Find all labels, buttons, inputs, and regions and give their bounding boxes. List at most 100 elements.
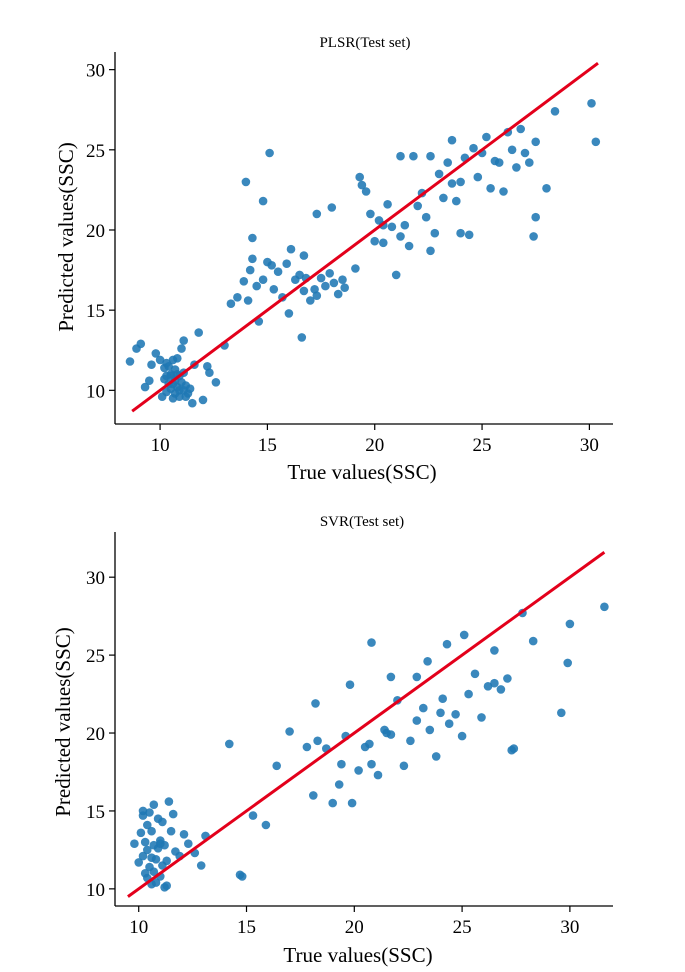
plsr-data-point bbox=[507, 145, 517, 155]
plsr-data-point bbox=[295, 270, 304, 280]
plsr-data-point bbox=[340, 283, 350, 293]
svr-x-tick-label: 20 bbox=[345, 917, 364, 938]
plsr-data-point bbox=[434, 169, 444, 179]
plsr-data-point bbox=[469, 143, 478, 153]
svr-data-point bbox=[156, 839, 165, 848]
plsr-data-point bbox=[387, 222, 397, 232]
plsr-data-point bbox=[473, 172, 483, 182]
plsr-data-point bbox=[351, 264, 360, 273]
svr-data-point bbox=[412, 672, 422, 682]
plsr-data-point bbox=[173, 354, 182, 363]
svr-chart-title: SVR(Test set) bbox=[320, 514, 404, 530]
svr-data-point bbox=[483, 682, 493, 691]
svr-data-point bbox=[444, 719, 454, 728]
svr-data-point bbox=[138, 851, 148, 861]
plsr-data-point bbox=[198, 395, 208, 405]
plsr-data-point bbox=[370, 236, 380, 246]
plsr-data-point bbox=[327, 203, 337, 212]
plsr-data-point bbox=[531, 212, 540, 222]
plsr-data-point bbox=[258, 196, 268, 206]
plsr-data-point bbox=[306, 296, 315, 305]
plsr-data-point bbox=[299, 251, 309, 260]
svr-data-point bbox=[151, 878, 161, 887]
svr-x-tick-label: 10 bbox=[129, 917, 148, 938]
plsr-y-tick-label: 10 bbox=[86, 381, 105, 402]
plsr-data-point bbox=[211, 378, 221, 387]
svr-data-point bbox=[311, 699, 320, 708]
svr-x-tick-label: 25 bbox=[453, 917, 472, 938]
svr-data-point bbox=[149, 867, 159, 876]
svr-data-point bbox=[438, 694, 448, 703]
svr-data-point bbox=[457, 731, 467, 741]
svr-data-point bbox=[313, 736, 322, 746]
plsr-data-point bbox=[269, 285, 279, 294]
svr-fit-line bbox=[127, 551, 606, 898]
svr-data-point bbox=[565, 619, 575, 629]
svr-data-point bbox=[138, 806, 148, 816]
svr-data-point bbox=[149, 800, 159, 809]
svr-data-point bbox=[302, 742, 312, 752]
svr-data-point bbox=[563, 658, 572, 668]
svr-data-point bbox=[309, 791, 318, 800]
svr-data-point bbox=[184, 839, 193, 848]
svr-data-point bbox=[451, 710, 460, 719]
plsr-data-point bbox=[179, 336, 188, 345]
svr-data-point bbox=[431, 752, 441, 761]
plsr-data-point bbox=[400, 220, 410, 230]
svr-data-point bbox=[347, 798, 357, 808]
svr-data-point bbox=[373, 770, 383, 780]
plsr-data-point bbox=[443, 158, 453, 167]
plsr-data-point bbox=[312, 209, 322, 219]
plsr-data-point bbox=[531, 137, 540, 147]
plsr-x-tick-label: 20 bbox=[365, 435, 384, 456]
svr-data-point bbox=[354, 766, 363, 775]
plsr-data-point bbox=[516, 124, 525, 134]
svr-data-point bbox=[436, 708, 445, 718]
svr-data-point bbox=[130, 839, 139, 848]
svr-data-point bbox=[423, 657, 432, 666]
plsr-data-point bbox=[297, 333, 307, 342]
plsr-data-point bbox=[175, 386, 184, 395]
svr-data-point bbox=[337, 759, 346, 769]
plsr-data-point bbox=[430, 228, 440, 238]
plsr-data-point bbox=[325, 269, 335, 278]
plsr-ticks: 10 15 20 25 30 10 15 20 25 30 bbox=[86, 61, 599, 456]
plsr-data-point bbox=[147, 360, 156, 370]
plsr-data-point bbox=[239, 277, 249, 286]
svr-x-tick-label: 15 bbox=[237, 917, 256, 938]
plsr-data-point bbox=[243, 296, 253, 305]
svr-data-point bbox=[136, 828, 146, 838]
plsr-data-point bbox=[383, 200, 392, 209]
plsr-data-point bbox=[512, 163, 521, 172]
plsr-data-point bbox=[155, 355, 165, 365]
svr-y-tick-label: 25 bbox=[86, 646, 105, 667]
svr-data-point bbox=[496, 685, 506, 694]
plsr-data-point bbox=[267, 261, 277, 270]
svr-data-point bbox=[237, 872, 247, 881]
plsr-y-tick-label: 30 bbox=[86, 61, 105, 82]
plsr-x-axis-label: True values(SSC) bbox=[287, 460, 436, 484]
plsr-data-point bbox=[447, 135, 457, 145]
plsr-data-point bbox=[439, 193, 448, 203]
plsr-data-point bbox=[177, 344, 186, 353]
plsr-data-point bbox=[248, 233, 257, 243]
svr-data-point bbox=[147, 826, 156, 836]
plsr-data-point bbox=[338, 275, 347, 285]
plsr-y-tick-label: 25 bbox=[86, 141, 105, 162]
plsr-data-point bbox=[529, 232, 538, 241]
svr-data-point bbox=[425, 725, 435, 735]
svr-data-point bbox=[134, 858, 143, 867]
svr-data-point bbox=[334, 780, 344, 789]
svr-data-point bbox=[248, 811, 258, 820]
svr-ticks: 10 15 20 25 30 10 15 20 25 30 bbox=[86, 568, 579, 938]
plsr-data-point bbox=[357, 180, 367, 190]
plsr-data-point bbox=[188, 398, 197, 408]
plsr-data-point bbox=[494, 158, 504, 167]
plsr-data-point bbox=[426, 151, 435, 161]
plsr-x-tick-label: 15 bbox=[258, 435, 277, 456]
svr-data-point bbox=[196, 861, 206, 870]
plsr-data-point bbox=[166, 371, 176, 381]
plsr-data-point bbox=[252, 281, 261, 291]
plsr-data-point bbox=[205, 368, 214, 378]
plsr-data-point bbox=[226, 299, 236, 309]
